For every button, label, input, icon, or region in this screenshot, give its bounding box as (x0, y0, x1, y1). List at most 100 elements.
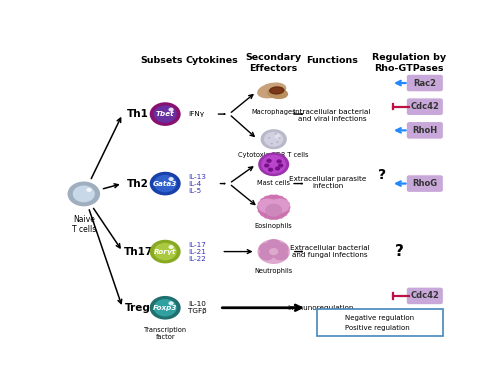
Circle shape (273, 194, 279, 199)
Circle shape (258, 209, 264, 213)
Circle shape (258, 201, 264, 206)
Circle shape (264, 214, 270, 219)
Circle shape (256, 205, 263, 210)
Text: ?: ? (378, 168, 386, 182)
Circle shape (268, 167, 274, 172)
Circle shape (273, 248, 288, 260)
Circle shape (168, 245, 173, 249)
Text: Neutrophils: Neutrophils (254, 268, 293, 273)
Circle shape (270, 199, 289, 213)
Text: Immunoregulation: Immunoregulation (287, 305, 354, 311)
Circle shape (268, 194, 274, 199)
Text: Extracellular parasite
infection: Extracellular parasite infection (289, 175, 366, 189)
Circle shape (284, 209, 290, 213)
Text: RhoH: RhoH (412, 126, 438, 135)
Circle shape (268, 137, 270, 139)
Circle shape (278, 214, 284, 219)
Text: IL-10
TGFβ: IL-10 TGFβ (188, 301, 207, 314)
Text: Cytokines: Cytokines (186, 56, 238, 65)
Text: Extracellular bacterial
and fungal infections: Extracellular bacterial and fungal infec… (290, 245, 370, 258)
Circle shape (260, 129, 287, 149)
Text: Eosinophils: Eosinophils (255, 223, 292, 230)
Text: Rorγt: Rorγt (154, 248, 176, 255)
Text: Subsets: Subsets (140, 56, 182, 65)
Text: Intracellular bacterial
and viral infections: Intracellular bacterial and viral infect… (293, 109, 370, 122)
Circle shape (274, 133, 277, 135)
Text: Macrophages: Macrophages (252, 109, 296, 115)
Text: Th2: Th2 (127, 179, 149, 189)
Text: Rac2: Rac2 (414, 79, 436, 88)
Circle shape (284, 205, 290, 210)
FancyBboxPatch shape (317, 309, 444, 336)
Circle shape (266, 239, 281, 251)
Ellipse shape (267, 88, 288, 99)
Text: Gata3: Gata3 (153, 180, 178, 187)
Circle shape (274, 134, 280, 139)
FancyBboxPatch shape (406, 175, 444, 192)
Text: Th1: Th1 (127, 109, 149, 119)
Circle shape (259, 243, 274, 255)
Circle shape (278, 164, 283, 167)
Text: Mast cells: Mast cells (257, 180, 290, 186)
Circle shape (260, 198, 266, 203)
Circle shape (168, 108, 173, 112)
Text: Th17: Th17 (124, 247, 152, 257)
Text: IL-17
IL-21
IL-22: IL-17 IL-21 IL-22 (188, 242, 206, 262)
Text: Naive
T cells: Naive T cells (72, 215, 96, 234)
Circle shape (278, 195, 284, 200)
FancyBboxPatch shape (406, 98, 444, 116)
Text: Functions: Functions (306, 56, 358, 65)
Circle shape (86, 188, 92, 192)
FancyBboxPatch shape (406, 311, 444, 328)
Circle shape (278, 137, 280, 139)
Circle shape (273, 215, 279, 220)
Circle shape (168, 177, 173, 181)
Text: Cdc42: Cdc42 (410, 291, 440, 300)
Circle shape (276, 159, 282, 164)
Circle shape (264, 195, 270, 200)
Text: Cytotoxic CD8 T cells: Cytotoxic CD8 T cells (238, 152, 309, 158)
Circle shape (282, 212, 288, 217)
FancyBboxPatch shape (406, 121, 444, 139)
Circle shape (273, 243, 288, 255)
Circle shape (72, 185, 95, 202)
Circle shape (150, 102, 180, 126)
Text: Negative regulation: Negative regulation (344, 315, 414, 321)
FancyBboxPatch shape (406, 74, 444, 92)
Circle shape (259, 248, 274, 260)
Text: Regulation by
Rho-GTPases: Regulation by Rho-GTPases (372, 53, 446, 73)
Text: RhoH: RhoH (412, 315, 438, 324)
Text: Treg: Treg (125, 303, 151, 313)
Text: Foxp3: Foxp3 (153, 305, 178, 311)
Circle shape (258, 152, 289, 176)
Text: Secondary
Effectors: Secondary Effectors (246, 53, 302, 73)
Circle shape (168, 301, 173, 305)
Circle shape (264, 132, 283, 147)
Circle shape (266, 159, 272, 163)
Circle shape (270, 143, 273, 144)
Circle shape (275, 166, 280, 170)
Text: Positive regulation: Positive regulation (344, 325, 410, 331)
Text: IL-13
IL-4
IL-5: IL-13 IL-4 IL-5 (188, 174, 206, 194)
Circle shape (154, 105, 176, 123)
Text: IFNγ: IFNγ (188, 111, 204, 117)
Circle shape (282, 198, 288, 203)
Circle shape (150, 172, 180, 195)
Circle shape (154, 175, 176, 192)
Circle shape (284, 201, 290, 206)
FancyBboxPatch shape (406, 287, 444, 305)
Ellipse shape (257, 83, 286, 98)
Circle shape (268, 215, 274, 220)
Circle shape (276, 141, 278, 143)
Text: Tbet: Tbet (156, 111, 174, 117)
Text: Cdc42: Cdc42 (410, 102, 440, 111)
Circle shape (264, 164, 270, 167)
Ellipse shape (269, 86, 284, 94)
Circle shape (260, 212, 266, 217)
Text: ?: ? (395, 244, 404, 259)
Circle shape (262, 155, 286, 174)
Circle shape (265, 204, 282, 217)
Text: RhoG: RhoG (412, 179, 438, 188)
Circle shape (150, 296, 180, 319)
Circle shape (258, 195, 290, 220)
